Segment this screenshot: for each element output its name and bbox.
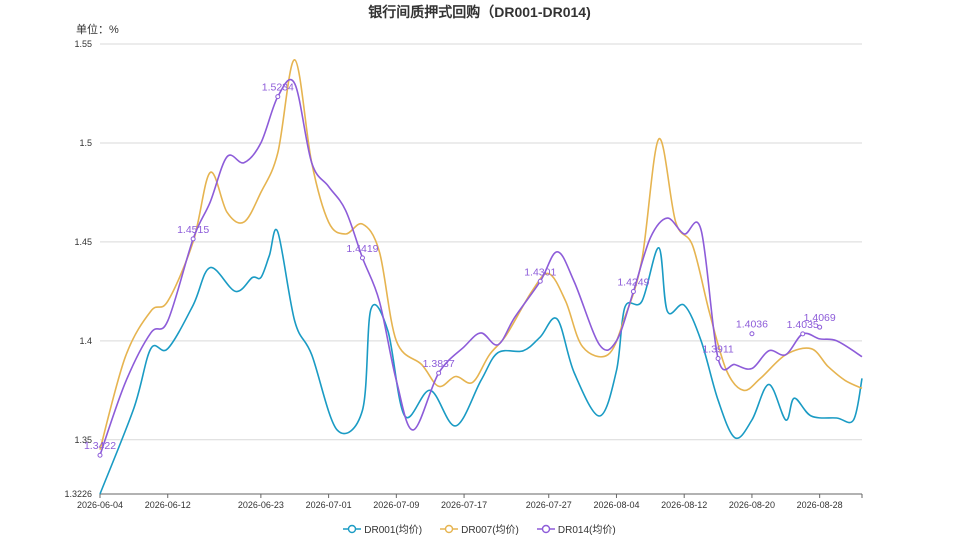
data-point-marker (800, 331, 806, 337)
legend-item-0[interactable]: DR001(均价) (343, 521, 422, 536)
series-lines (99, 58, 863, 495)
data-label: 1.3422 (84, 440, 116, 452)
data-label: 1.4036 (736, 319, 768, 331)
data-point-marker (359, 255, 365, 261)
legend-swatch-icon (440, 524, 459, 533)
data-point-marker (190, 236, 196, 242)
x-tick-label: 2026-07-27 (526, 500, 572, 510)
unit-label: 单位：% (76, 24, 119, 36)
data-point-marker (275, 94, 281, 100)
legend-label: DR007(均价) (461, 525, 519, 536)
data-label: 1.3911 (702, 343, 733, 355)
data-label: 1.3837 (423, 358, 455, 370)
data-label: 1.4249 (617, 277, 649, 289)
y-tick-label: 1.35 (74, 435, 92, 445)
data-label: 1.4035 (787, 319, 819, 331)
axes: 1.3226 1.35 1.4 1.45 1.5 1.55 2026-06-04 2026-0… (64, 39, 863, 510)
x-tick-label: 2026-06-12 (145, 500, 191, 510)
x-tick-label: 2026-06-23 (238, 500, 284, 510)
x-tick-label: 2026-08-04 (593, 500, 639, 510)
legend-swatch-icon (536, 524, 555, 533)
series-line-0 (99, 228, 863, 495)
y-tick-label: 1.5 (79, 138, 92, 148)
legend-label: DR014(均价) (557, 525, 616, 536)
legend-label: DR001(均价) (364, 525, 423, 536)
y-tick-label: 1.3226 (64, 489, 92, 499)
data-point-marker (436, 370, 442, 376)
data-point-marker (817, 324, 823, 330)
series-line-1 (99, 58, 863, 450)
data-label: 1.4515 (177, 224, 209, 236)
x-tick-label: 2026-07-01 (306, 500, 352, 510)
data-label: 1.4069 (804, 312, 836, 324)
y-tick-label: 1.4 (79, 336, 92, 346)
legend-swatch-icon (343, 524, 362, 533)
x-tick-label: 2026-08-20 (729, 500, 775, 510)
data-label: 1.4301 (524, 266, 556, 278)
legend: DR001(均价) DR007(均价) DR014(均价) (0, 521, 959, 536)
data-point-marker (715, 355, 721, 361)
series-line-2 (99, 78, 863, 456)
data-point-marker (97, 452, 103, 458)
x-tick-label: 2026-07-17 (441, 500, 487, 510)
y-tick-label: 1.55 (74, 39, 92, 49)
x-tick-label: 2026-07-09 (373, 500, 419, 510)
y-tick-label: 1.45 (74, 237, 92, 247)
x-tick-label: 2026-06-04 (77, 500, 123, 510)
data-labels: 1.3422 1.4515 1.5234 1.4419 1.3837 1.4301 1.42… (84, 82, 836, 458)
legend-item-2[interactable]: DR014(均价) (536, 521, 616, 536)
legend-item-1[interactable]: DR007(均价) (440, 521, 519, 536)
x-tick-label: 2026-08-28 (797, 500, 843, 510)
x-tick-label: 2026-08-12 (661, 500, 707, 510)
chart-title: 银行间质押式回购（DR001-DR014) (368, 4, 591, 20)
data-point-marker (749, 331, 755, 337)
data-label: 1.5234 (262, 82, 294, 94)
data-point-marker (537, 278, 543, 284)
data-point-marker (630, 289, 636, 295)
data-label: 1.4419 (346, 243, 378, 255)
